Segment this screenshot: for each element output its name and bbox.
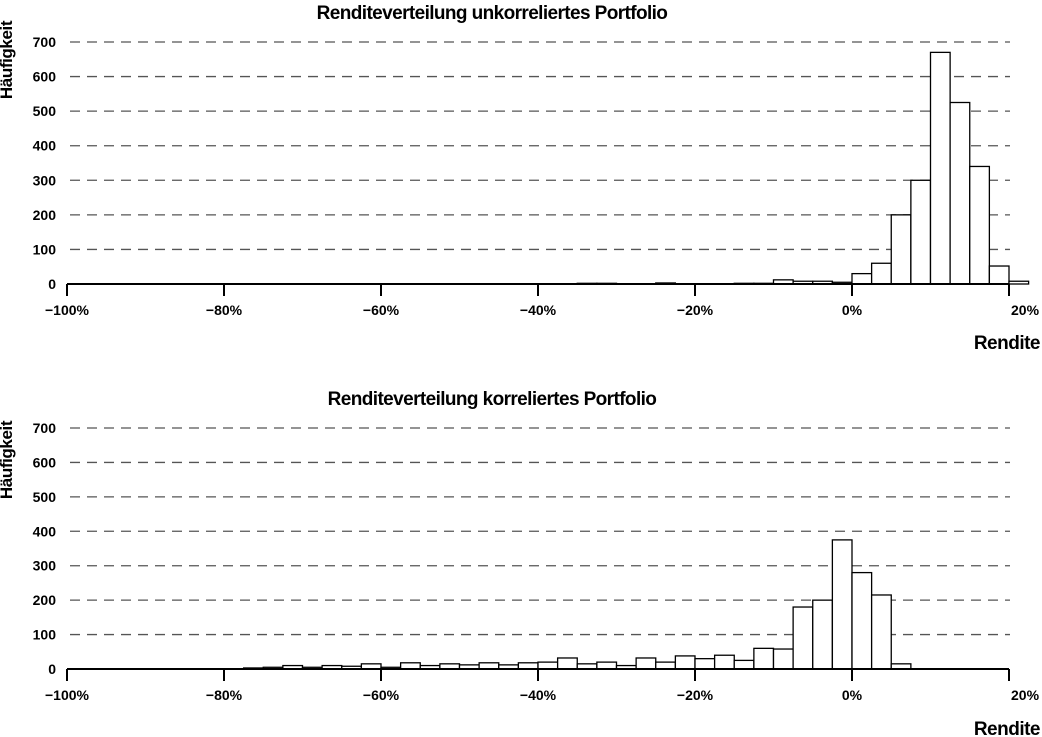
x-axis-label: Rendite: [974, 719, 1040, 737]
y-tick-label: 500: [33, 103, 57, 119]
x-tick-label: 20%: [1011, 687, 1040, 703]
y-tick-label: 100: [33, 241, 57, 257]
x-tick-label: −20%: [677, 687, 714, 703]
histogram-bar: [674, 655, 696, 670]
x-tick-label: −60%: [363, 687, 400, 703]
y-axis-label: Häufigkeit: [0, 420, 16, 499]
histogram-bar: [851, 571, 873, 670]
histogram-bar: [713, 654, 735, 670]
y-tick-label: 0: [48, 661, 56, 677]
histogram-bar: [1008, 280, 1030, 285]
x-tick-label: −20%: [677, 302, 714, 318]
histogram-bar: [851, 272, 873, 285]
histogram-bar: [772, 648, 794, 670]
histogram-bar: [694, 658, 716, 670]
y-tick-label: 700: [33, 34, 57, 50]
x-tick-label: −40%: [520, 302, 557, 318]
histogram-bar: [831, 539, 853, 670]
histogram-bar: [812, 599, 834, 670]
histogram-bar: [870, 594, 892, 670]
chart-title: Renditeverteilung unkorreliertes Portfol…: [317, 3, 668, 24]
histogram-bar: [949, 101, 971, 285]
histogram-bar: [556, 657, 578, 670]
histogram-bar: [870, 262, 892, 285]
histogram-bar: [635, 657, 657, 670]
histogram-bar: [969, 165, 991, 285]
y-tick-label: 600: [33, 454, 57, 470]
histogram-bar: [890, 214, 912, 285]
x-tick-label: −100%: [45, 687, 90, 703]
y-tick-label: 0: [48, 276, 56, 292]
y-tick-label: 400: [33, 138, 57, 154]
y-tick-label: 100: [33, 627, 57, 643]
x-tick-label: −100%: [45, 302, 90, 318]
x-tick-label: −80%: [206, 687, 243, 703]
histogram-bar: [929, 51, 951, 285]
x-axis-label: Rendite: [974, 333, 1040, 354]
x-tick-label: 0%: [842, 687, 863, 703]
y-tick-label: 300: [33, 558, 57, 574]
histogram-bar: [753, 647, 775, 670]
x-tick-label: −60%: [363, 302, 400, 318]
y-tick-label: 200: [33, 592, 57, 608]
histogram-panel-2: Renditeverteilung korreliertes Portfolio…: [0, 389, 1041, 737]
histogram-bar: [910, 179, 932, 285]
x-tick-label: 0%: [842, 302, 863, 318]
y-tick-label: 500: [33, 489, 57, 505]
histogram-bar: [537, 661, 559, 670]
histogram-bar: [792, 606, 814, 670]
histogram-panel-1: Renditeverteilung unkorreliertes Portfol…: [0, 3, 1041, 354]
x-tick-label: 20%: [1011, 302, 1040, 318]
y-tick-label: 200: [33, 207, 57, 223]
chart-title: Renditeverteilung korreliertes Portfolio: [328, 389, 657, 410]
x-tick-label: −40%: [520, 687, 557, 703]
y-tick-label: 600: [33, 69, 57, 85]
histogram-bar: [733, 659, 755, 670]
y-axis-label: Häufigkeit: [0, 20, 16, 99]
histogram-bar: [655, 661, 677, 670]
histogram-bar: [596, 661, 618, 670]
y-tick-label: 300: [33, 172, 57, 188]
y-tick-label: 700: [33, 420, 57, 436]
x-tick-label: −80%: [206, 302, 243, 318]
y-tick-label: 400: [33, 523, 57, 539]
histogram-bar: [988, 265, 1010, 285]
